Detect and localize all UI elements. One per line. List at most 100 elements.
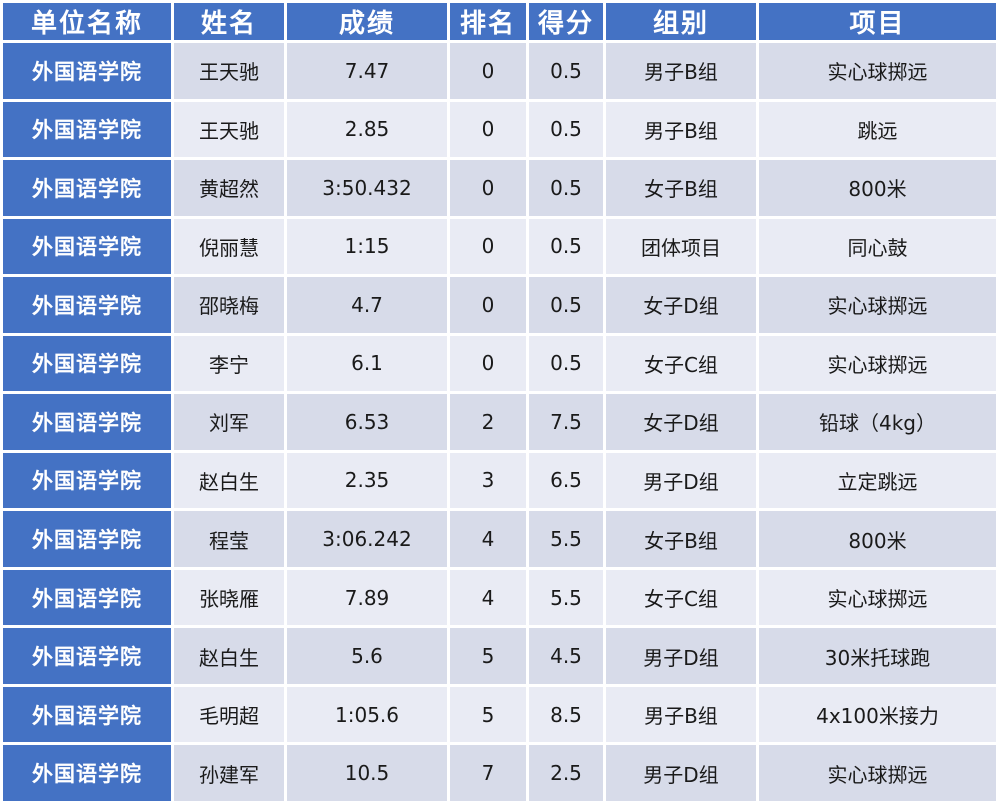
cell-event: 实心球掷远 [759,43,996,99]
cell-score: 7.47 [287,43,447,99]
cell-points: 8.5 [529,686,603,743]
cell-name: 王天驰 [174,101,284,158]
cell-name: 王天驰 [174,43,284,99]
table-row: 外国语学院 黄超然 3:50.432 0 0.5 女子B组 800米 [3,160,996,216]
cell-points: 0.5 [529,277,603,333]
cell-rank: 0 [450,218,526,275]
cell-points: 5.5 [529,569,603,626]
cell-rank: 2 [450,394,526,450]
cell-unit: 外国语学院 [3,745,171,801]
cell-points: 0.5 [529,218,603,275]
cell-event: 立定跳远 [759,452,996,509]
cell-rank: 0 [450,160,526,216]
table-row: 外国语学院 毛明超 1:05.6 5 8.5 男子B组 4x100米接力 [3,686,996,743]
table-row: 外国语学院 张晓雁 7.89 4 5.5 女子C组 实心球掷远 [3,569,996,626]
cell-event: 实心球掷远 [759,569,996,626]
table-row: 外国语学院 倪丽慧 1:15 0 0.5 团体项目 同心鼓 [3,218,996,275]
cell-name: 倪丽慧 [174,218,284,275]
cell-points: 6.5 [529,452,603,509]
cell-points: 0.5 [529,101,603,158]
cell-event: 同心鼓 [759,218,996,275]
table-row: 外国语学院 程莹 3:06.242 4 5.5 女子B组 800米 [3,511,996,567]
cell-score: 3:50.432 [287,160,447,216]
cell-score: 7.89 [287,569,447,626]
cell-rank: 0 [450,335,526,392]
cell-event: 800米 [759,160,996,216]
cell-points: 2.5 [529,745,603,801]
table-row: 外国语学院 王天驰 7.47 0 0.5 男子B组 实心球掷远 [3,43,996,99]
cell-points: 7.5 [529,394,603,450]
column-header-rank: 排名 [450,3,526,40]
cell-unit: 外国语学院 [3,511,171,567]
cell-group: 团体项目 [606,218,756,275]
cell-rank: 0 [450,43,526,99]
cell-event: 800米 [759,511,996,567]
cell-rank: 0 [450,101,526,158]
cell-points: 0.5 [529,160,603,216]
cell-name: 孙建军 [174,745,284,801]
cell-event: 实心球掷远 [759,277,996,333]
cell-group: 女子D组 [606,277,756,333]
column-header-group: 组别 [606,3,756,40]
cell-event: 实心球掷远 [759,745,996,801]
cell-rank: 7 [450,745,526,801]
cell-group: 女子C组 [606,335,756,392]
cell-unit: 外国语学院 [3,43,171,99]
column-header-score: 成绩 [287,3,447,40]
cell-score: 4.7 [287,277,447,333]
cell-unit: 外国语学院 [3,101,171,158]
table-row: 外国语学院 赵白生 2.35 3 6.5 男子D组 立定跳远 [3,452,996,509]
cell-rank: 4 [450,569,526,626]
cell-group: 男子D组 [606,628,756,684]
cell-score: 1:05.6 [287,686,447,743]
cell-unit: 外国语学院 [3,335,171,392]
table-row: 外国语学院 赵白生 5.6 5 4.5 男子D组 30米托球跑 [3,628,996,684]
cell-name: 黄超然 [174,160,284,216]
column-header-event: 项目 [759,3,996,40]
cell-score: 5.6 [287,628,447,684]
cell-score: 6.1 [287,335,447,392]
cell-rank: 5 [450,686,526,743]
cell-event: 跳远 [759,101,996,158]
cell-rank: 3 [450,452,526,509]
cell-points: 4.5 [529,628,603,684]
cell-name: 毛明超 [174,686,284,743]
cell-group: 男子B组 [606,686,756,743]
cell-score: 6.53 [287,394,447,450]
column-header-unit: 单位名称 [3,3,171,40]
cell-unit: 外国语学院 [3,686,171,743]
cell-name: 张晓雁 [174,569,284,626]
table-row: 外国语学院 刘军 6.53 2 7.5 女子D组 铅球（4kg） [3,394,996,450]
cell-name: 程莹 [174,511,284,567]
cell-group: 女子B组 [606,511,756,567]
cell-event: 铅球（4kg） [759,394,996,450]
table-body: 外国语学院 王天驰 7.47 0 0.5 男子B组 实心球掷远 外国语学院 王天驰 2.85 0 0.… [3,43,996,801]
column-header-name: 姓名 [174,3,284,40]
cell-rank: 5 [450,628,526,684]
cell-group: 男子D组 [606,452,756,509]
cell-name: 李宁 [174,335,284,392]
cell-unit: 外国语学院 [3,628,171,684]
cell-unit: 外国语学院 [3,160,171,216]
column-header-points: 得分 [529,3,603,40]
cell-name: 邵晓梅 [174,277,284,333]
cell-event: 4x100米接力 [759,686,996,743]
cell-score: 1:15 [287,218,447,275]
cell-group: 男子D组 [606,745,756,801]
table-row: 外国语学院 王天驰 2.85 0 0.5 男子B组 跳远 [3,101,996,158]
table-row: 外国语学院 邵晓梅 4.7 0 0.5 女子D组 实心球掷远 [3,277,996,333]
cell-unit: 外国语学院 [3,569,171,626]
cell-points: 0.5 [529,43,603,99]
cell-unit: 外国语学院 [3,218,171,275]
cell-name: 赵白生 [174,628,284,684]
cell-unit: 外国语学院 [3,452,171,509]
cell-group: 女子B组 [606,160,756,216]
cell-points: 5.5 [529,511,603,567]
header-row: 单位名称 姓名 成绩 排名 得分 组别 项目 [3,3,996,40]
cell-rank: 4 [450,511,526,567]
cell-group: 男子B组 [606,101,756,158]
cell-name: 赵白生 [174,452,284,509]
cell-score: 2.85 [287,101,447,158]
